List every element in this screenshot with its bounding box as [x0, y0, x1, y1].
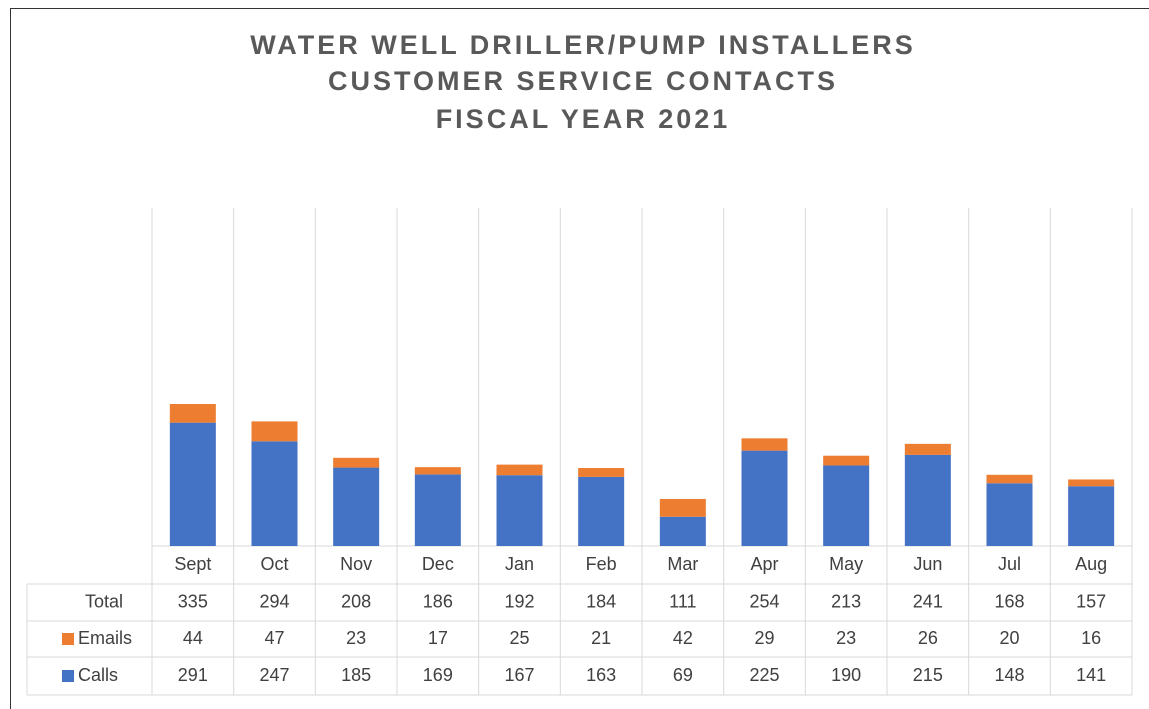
- table-cell: 26: [918, 628, 938, 648]
- bar-segment: [659, 516, 706, 546]
- table-cell: 335: [178, 591, 208, 611]
- bar-segment: [986, 474, 1033, 484]
- x-tick-label: Jan: [505, 554, 534, 574]
- bar-segment: [986, 483, 1033, 546]
- bar-segment: [823, 455, 870, 466]
- chart-title: FISCAL YEAR 2021: [436, 104, 731, 134]
- table-cell: 215: [913, 665, 943, 685]
- bar-segment: [823, 465, 870, 546]
- x-tick-label: Sept: [174, 554, 211, 574]
- table-cell: 16: [1081, 628, 1101, 648]
- table-cell: 44: [183, 628, 203, 648]
- table-cell: 141: [1076, 665, 1106, 685]
- bar-segment: [659, 498, 706, 517]
- table-cell: 42: [673, 628, 693, 648]
- bar-segment: [1068, 479, 1115, 487]
- x-tick-label: Oct: [260, 554, 288, 574]
- table-cell: 294: [259, 591, 289, 611]
- table-cell: 111: [669, 591, 696, 611]
- table-cell: 21: [591, 628, 611, 648]
- table-cell: 47: [264, 628, 284, 648]
- table-cell: 241: [913, 591, 943, 611]
- table-cell: 17: [428, 628, 448, 648]
- bar-segment: [741, 450, 788, 546]
- x-tick-label: Dec: [422, 554, 454, 574]
- table-cell: 184: [586, 591, 616, 611]
- x-tick-label: May: [829, 554, 863, 574]
- chart-title: WATER WELL DRILLER/PUMP INSTALLERS: [250, 30, 916, 60]
- table-cell: 291: [178, 665, 208, 685]
- table-cell: 20: [999, 628, 1019, 648]
- bar-segment: [333, 467, 380, 546]
- table-cell: 213: [831, 591, 861, 611]
- x-tick-label: Jul: [998, 554, 1021, 574]
- table-cell: 157: [1076, 591, 1106, 611]
- table-cell: 225: [749, 665, 779, 685]
- bar-segment: [251, 421, 298, 442]
- bar-segment: [251, 441, 298, 546]
- bar-segment: [578, 476, 625, 546]
- bar-segment: [333, 457, 380, 468]
- bar-segment: [496, 464, 543, 476]
- table-cell: 168: [994, 591, 1024, 611]
- bar-segment: [169, 404, 216, 423]
- table-cell: 247: [259, 665, 289, 685]
- bar-segment: [904, 443, 951, 455]
- x-tick-label: Apr: [750, 554, 778, 574]
- table-cell: 254: [749, 591, 779, 611]
- x-tick-label: Aug: [1075, 554, 1107, 574]
- table-cell: 23: [346, 628, 366, 648]
- bar-segment: [496, 475, 543, 546]
- bar-segment: [169, 422, 216, 546]
- table-cell: 167: [504, 665, 534, 685]
- bar-segment: [578, 468, 625, 477]
- frame: [10, 8, 1149, 709]
- table-cell: 29: [754, 628, 774, 648]
- table-cell: 23: [836, 628, 856, 648]
- bar-segment: [741, 438, 788, 451]
- table-cell: 148: [994, 665, 1024, 685]
- table-cell: 185: [341, 665, 371, 685]
- bar-segment: [414, 474, 461, 546]
- chart-title: CUSTOMER SERVICE CONTACTS: [328, 66, 838, 96]
- table-cell: 186: [423, 591, 453, 611]
- table-cell: 192: [504, 591, 534, 611]
- bar-segment: [414, 467, 461, 475]
- table-cell: 190: [831, 665, 861, 685]
- legend-label: Calls: [78, 665, 118, 685]
- x-tick-label: Jun: [913, 554, 942, 574]
- x-tick-label: Mar: [667, 554, 698, 574]
- legend-key: [62, 633, 74, 645]
- table-cell: 25: [509, 628, 529, 648]
- row-label: Total: [85, 591, 123, 611]
- x-tick-label: Feb: [586, 554, 617, 574]
- legend-label: Emails: [78, 628, 132, 648]
- x-tick-label: Nov: [340, 554, 372, 574]
- table-cell: 208: [341, 591, 371, 611]
- table-cell: 69: [673, 665, 693, 685]
- legend-key: [62, 670, 74, 682]
- table-cell: 163: [586, 665, 616, 685]
- bar-segment: [904, 454, 951, 546]
- bar-segment: [1068, 486, 1115, 546]
- table-cell: 169: [423, 665, 453, 685]
